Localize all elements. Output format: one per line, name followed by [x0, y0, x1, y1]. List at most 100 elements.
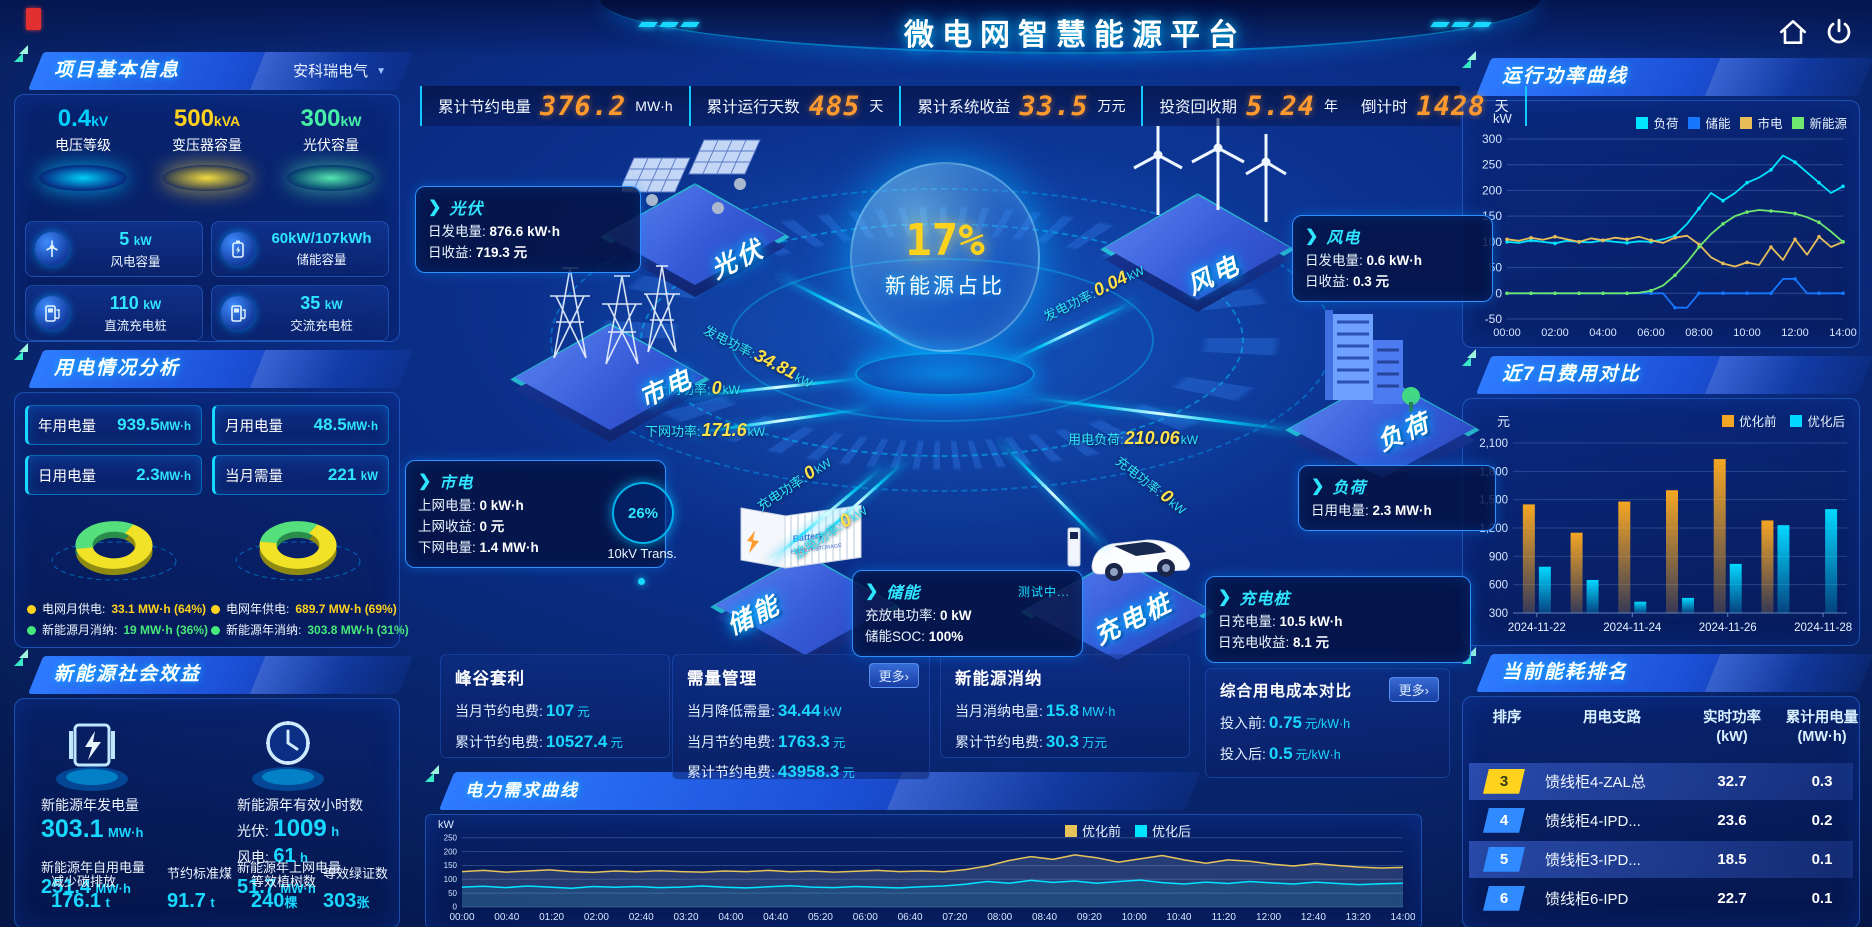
chart-cost-svg: 2,1001,8001,5001,2009006003002024-11-222… — [1479, 438, 1852, 634]
chart-power-svg: 300250200150100500-5000:0002:0004:0006:0… — [1482, 132, 1857, 339]
svg-text:100: 100 — [444, 875, 458, 884]
card-renewable-consumption: 新能源消纳 当月消纳电量: 15.8 MW·h 累计节约电费: 30.3 万元 — [940, 654, 1190, 758]
project-panel-header: 项目基本信息 安科瑞电气 ▼ — [14, 45, 414, 92]
benefit-certs: 等效绿证数 303张 — [323, 866, 389, 912]
svg-text:00:00: 00:00 — [1493, 327, 1521, 339]
svg-text:11:20: 11:20 — [1212, 912, 1237, 923]
project-panel: 0.4kV 电压等级 500kVA 变压器容量 300kW 光伏容量 5 kW 风… — [14, 94, 400, 342]
power-y-unit: kW — [1493, 111, 1512, 126]
ranking-row[interactable]: 4 馈线柜4-IPD... 23.6 0.2 — [1469, 802, 1853, 839]
battery-icon — [221, 232, 255, 266]
load-info-box: ❯ 负荷 日用电量: 2.3 MW·h — [1298, 465, 1496, 531]
svg-text:300: 300 — [1489, 608, 1508, 620]
ac-charger-icon — [221, 296, 255, 330]
chevron-down-icon: ▼ — [376, 66, 386, 77]
ranking-row[interactable]: 5 馈线柜3-IPD... 18.5 0.1 — [1469, 840, 1853, 878]
panel-corner-icon — [12, 647, 32, 672]
ranking-table-body: 3 馈线柜4-ZAL总 32.7 0.3 4 馈线柜4-IPD... 23.6 … — [1463, 762, 1859, 917]
svg-text:2024-11-26: 2024-11-26 — [1699, 622, 1757, 634]
company-selector[interactable]: 安科瑞电气 ▼ — [293, 52, 386, 92]
svg-text:07:20: 07:20 — [942, 912, 967, 923]
svg-text:150: 150 — [444, 861, 458, 870]
pedestal-disc — [163, 165, 251, 191]
svg-text:06:00: 06:00 — [1637, 327, 1665, 339]
ranking-row[interactable]: 3 馈线柜4-ZAL总 32.7 0.3 — [1469, 762, 1853, 800]
svg-text:00:00: 00:00 — [449, 912, 474, 923]
ev-car-icon — [1040, 508, 1200, 601]
ranking-panel: 排序 用电支路 实时功率 (kW) 累计用电量 (MW·h) 3 馈线柜4-ZAL总… — [1462, 696, 1860, 927]
power-button[interactable] — [1822, 16, 1856, 50]
benefit-to-grid: 新能源年上网电量 51.7 MW·h — [237, 860, 342, 898]
ranking-table-header: 排序 用电支路 实时功率 (kW) 累计用电量 (MW·h) — [1492, 710, 1859, 745]
pedestal-disc — [287, 165, 375, 191]
panel-corner-icon — [423, 763, 443, 788]
card-cost-compare: 综合用电成本对比 更多› 投入前: 0.75 元/kW·h 投入后: 0.5 元/kW·… — [1205, 668, 1450, 778]
box-arrow-icon: ❯ — [1305, 228, 1320, 245]
demand-panel-header: 电力需求曲线 — [425, 765, 1201, 810]
kpi-energy-saved: 累计节约电量 376.2 MW·h — [420, 86, 689, 126]
power-panel-header: 运行功率曲线 — [1462, 51, 1872, 96]
pv-panels-icon — [618, 128, 772, 223]
capacity-card-dc-charger: 110 kW 直流充电桩 — [25, 285, 203, 341]
wind-icon — [35, 232, 69, 266]
box-arrow-icon: ❯ — [418, 473, 433, 490]
demand-legend: 优化前 优化后 — [1064, 821, 1191, 840]
power-panel-title: 运行功率曲线 — [1502, 66, 1629, 87]
panel-corner-icon — [12, 43, 32, 68]
kpi-payback: 投资回收期 5.24 年 倒计时 1428 天 — [1141, 86, 1527, 126]
chart-demand-svg: 250 200 150 100 50 000:00 00:40 01:20 02:00 02:40… — [444, 833, 1416, 923]
cost-chart: 2,1001,8001,5001,2009006003002024-11-222… — [1465, 435, 1857, 640]
wind-platform — [1100, 193, 1295, 312]
month-donut-chart — [29, 499, 199, 604]
home-button[interactable] — [1776, 16, 1810, 50]
demand-panel: kW 优化前 优化后 250 200 150 100 50 0 00:00 00:40 01:2… — [425, 814, 1422, 927]
demand-chart: 250 200 150 100 50 0 00:00 00:40 01:20 02:00 02:40… — [432, 831, 1416, 927]
svg-text:200: 200 — [1482, 183, 1502, 197]
power-panel: kW 负荷 储能 市电 新能源 300250200150100500-5000:… — [1462, 100, 1860, 348]
panel-corner-icon — [1460, 347, 1480, 372]
svg-text:02:40: 02:40 — [629, 912, 654, 923]
svg-text:13:20: 13:20 — [1346, 912, 1371, 923]
transformer-dot — [638, 578, 645, 585]
svg-text:04:40: 04:40 — [763, 912, 788, 923]
hours-clock-icon — [243, 707, 333, 800]
svg-text:06:00: 06:00 — [853, 912, 878, 923]
svg-text:02:00: 02:00 — [1541, 327, 1569, 339]
svg-text:900: 900 — [1489, 551, 1508, 563]
svg-text:04:00: 04:00 — [1589, 327, 1617, 339]
box-arrow-icon: ❯ — [1218, 589, 1233, 606]
power-legend: 负荷 储能 市电 新能源 — [1636, 113, 1847, 132]
benefit-self-use: 新能源年自用电量 251.4 MW·h — [41, 860, 146, 898]
pedestal-transformer: 500kVA 变压器容量 — [145, 105, 269, 191]
demand-more-button[interactable]: 更多› — [868, 663, 919, 688]
pv-info-box: ❯ 光伏 日发电量: 876.6 kW·h 日收益: 719.3 元 — [415, 186, 641, 273]
svg-text:2024-11-24: 2024-11-24 — [1603, 622, 1662, 634]
demand-y-unit: kW — [438, 819, 454, 831]
usage-panel-title: 用电情况分析 — [54, 358, 181, 379]
svg-text:2024-11-22: 2024-11-22 — [1508, 622, 1566, 634]
donut-year-svg — [235, 521, 361, 581]
cost-legend: 优化前 优化后 — [1721, 411, 1845, 430]
box-arrow-icon: ❯ — [1311, 478, 1326, 495]
benefit-panel: 新能源年发电量 303.1 MW·h 新能源年有效小时数 光伏: 1009 h … — [14, 698, 400, 927]
svg-text:08:00: 08:00 — [987, 912, 1012, 923]
usage-stat-day: 日用电量 2.3MW·h — [25, 455, 202, 495]
svg-text:10:40: 10:40 — [1166, 912, 1191, 923]
box-arrow-icon: ❯ — [428, 199, 443, 216]
svg-text:05:20: 05:20 — [808, 912, 833, 923]
ranking-row[interactable]: 6 馈线柜6-IPD 22.7 0.1 — [1469, 880, 1853, 917]
renewable-ratio-value: 17% — [905, 214, 985, 266]
usage-panel-header: 用电情况分析 — [14, 343, 414, 388]
wind-turbines-icon — [1118, 110, 1288, 245]
cost-more-button[interactable]: 更多› — [1388, 677, 1439, 702]
rank-badge: 3 — [1483, 768, 1525, 794]
load-building-icon — [1305, 300, 1435, 425]
capacity-card-storage: 60kW/107kWh 储能容量 — [211, 221, 389, 277]
cost-panel-header: 近7日费用对比 — [1462, 349, 1872, 394]
svg-text:0: 0 — [453, 903, 458, 912]
svg-text:06:40: 06:40 — [898, 912, 923, 923]
page-title: 微电网智慧能源平台 — [904, 19, 1246, 52]
svg-text:600: 600 — [1489, 580, 1508, 592]
transformer-label: 10kV Trans. — [607, 546, 677, 561]
